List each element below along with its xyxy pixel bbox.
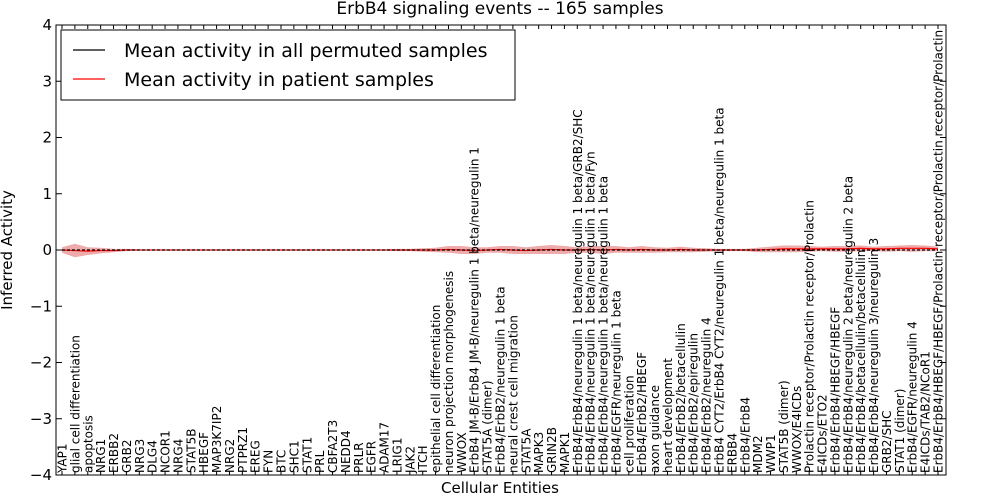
y-tick-label: −4	[30, 466, 52, 484]
x-tick-label: LRIG1	[390, 438, 404, 474]
y-axis: −4 −3 −2 −1 0 1 2 3 4	[30, 16, 946, 484]
x-tick-label: STAT5B (dimer)	[777, 380, 791, 473]
x-tick-label: NRG3	[133, 439, 147, 473]
x-tick-label: NRG4	[171, 439, 185, 473]
x-tick-label: GRB2	[120, 439, 134, 473]
x-tick-label: ErbB4 CYT2/ErbB4 CYT2/neuregulin 1 beta/…	[713, 107, 727, 473]
x-tick-label: ITCH	[416, 445, 430, 473]
x-tick-label: NRG1	[94, 439, 108, 473]
x-tick-label: ErbB4/ErbB4/betacellulin/betacellulin	[854, 250, 868, 473]
x-tick-label: ErbB4/ErbB4/HBEGF/HBEGF	[828, 307, 842, 473]
x-tick-label: ERBB4	[725, 433, 739, 473]
x-tick-label: ErbB4/ErbB2/neuregulin 1 beta	[494, 286, 508, 473]
legend-label-permuted: Mean activity in all permuted samples	[124, 40, 487, 62]
x-tick-label: ErbB4/ErbB4/neuregulin 2 beta/neuregulin…	[841, 176, 855, 473]
x-tick-label: JAK2	[403, 446, 417, 474]
x-tick-label: WWP1	[764, 434, 778, 473]
x-tick-label: MDM2	[751, 435, 765, 473]
x-tick-label: ErbB4/ErbB4/neuregulin 3/neuregulin 3	[867, 238, 881, 473]
x-tick-label: STAT5A (dimer)	[481, 380, 495, 473]
x-tick-label: neuron projection morphogenesis	[442, 271, 456, 473]
x-tick-label: ErbB4/ErbB4/HBEGF/HBEGF/Prolactin recept…	[932, 30, 946, 473]
legend: Mean activity in all permuted samples Me…	[60, 29, 516, 101]
x-tick-label: CBFA2T3	[326, 420, 340, 473]
y-tick-label: 0	[42, 241, 52, 259]
x-tick-label: heart development	[661, 358, 675, 473]
x-tick-label: E4ICDs/TAB2/NCoR1	[919, 351, 933, 473]
y-tick-label: −3	[30, 410, 52, 428]
x-tick-label: ErbB4/ErbB4/neuregulin 1 beta/neuregulin…	[597, 176, 611, 473]
chart-title: ErbB4 signaling events -- 165 samples	[336, 0, 663, 19]
x-tick-label: ErbB4/ErbB2/epiregulin	[687, 333, 701, 473]
x-tick-label: Prolactin receptor/Prolactin receptor/Pr…	[803, 200, 817, 473]
x-tick-label: NRG2	[223, 439, 237, 473]
x-tick-label: axon guidance	[648, 385, 662, 473]
x-tick-label: glial cell differentiation	[68, 335, 82, 473]
y-tick-label: −1	[30, 297, 52, 315]
y-tick-label: −2	[30, 354, 52, 372]
x-tick-label: EGFR	[365, 441, 379, 473]
x-tick-label: WWOX/E4ICDs	[790, 386, 804, 473]
x-tick-label: PRLR	[352, 442, 366, 473]
x-tick-label: SHC1	[287, 440, 301, 473]
x-axis-label: Cellular Entities	[441, 479, 559, 497]
x-tick-label: cell proliferation	[622, 375, 636, 473]
x-tick-label: GRB2/SHC	[880, 410, 894, 473]
x-tick-label: ErbB4/ErbB4/neuregulin 1 beta/neuregulin…	[584, 151, 598, 473]
x-tick-label: STAT1	[300, 437, 314, 473]
x-tick-label: ErbB4/EGFR/neuregulin 4	[906, 321, 920, 473]
x-tick-label: GRIN2B	[545, 427, 559, 473]
x-tick-label: STAT5B	[184, 429, 198, 474]
x-tick-label: ErbB4/ErbB4	[738, 397, 752, 473]
x-tick-label: PTPRZ1	[236, 427, 250, 473]
y-tick-label: 3	[42, 72, 52, 90]
x-tick-label: ErbB4/ErbB2/neuregulin 4	[700, 317, 714, 473]
x-tick-label: ADAM17	[378, 422, 392, 473]
x-tick-label: neural crest cell migration	[506, 315, 520, 473]
x-tick-label: WWOX	[455, 432, 469, 473]
x-tick-label: ErbB4/ErbB2/betacellulin	[674, 323, 688, 473]
x-tick-label: ErbB4/ErbB4/neuregulin 1 beta/neuregulin…	[571, 109, 585, 473]
x-tick-label: STAT1 (dimer)	[893, 389, 907, 473]
x-tick-label: apoptosis	[81, 415, 95, 473]
x-tick-label: epithelial cell differentiation	[429, 305, 443, 473]
x-tick-label: NCOR1	[159, 430, 173, 473]
series-line-layer	[61, 247, 939, 252]
legend-box	[60, 29, 516, 101]
x-tick-label: STAT5A	[519, 428, 533, 473]
x-tick-label: FYN	[262, 450, 276, 473]
x-tick-label: BTC	[275, 450, 289, 473]
x-tick-label: ErbB4 JM-B/ErbB4 JM-B/neuregulin 1 beta/…	[468, 147, 482, 473]
x-tick-label: EREG	[249, 440, 263, 473]
y-tick-label: 1	[42, 185, 52, 203]
x-tick-label: HBEGF	[197, 432, 211, 473]
x-tick-label: PRL	[313, 450, 327, 473]
x-tick-label: DLG4	[146, 440, 160, 473]
x-tick-label: E4ICDs/ETO2	[816, 394, 830, 473]
legend-label-patient: Mean activity in patient samples	[124, 69, 434, 91]
x-tick-label: ErbB4/EGFR/neuregulin 1 beta	[609, 290, 623, 473]
x-tick-label: YAP1	[56, 444, 70, 474]
x-tick-label: ErbB4/ErbB2/HBEGF	[635, 352, 649, 473]
x-tick-label: MAPK1	[558, 432, 572, 473]
y-tick-label: 2	[42, 129, 52, 147]
x-tick-label: MAPK3	[532, 432, 546, 473]
y-axis-label: Inferred Activity	[0, 190, 16, 310]
x-tick-label: MAP3K7IP2	[210, 406, 224, 473]
x-tick-label: ERBB2	[107, 433, 121, 473]
x-tick-label: NEDD4	[339, 430, 353, 473]
y-tick-label: 4	[42, 16, 52, 34]
